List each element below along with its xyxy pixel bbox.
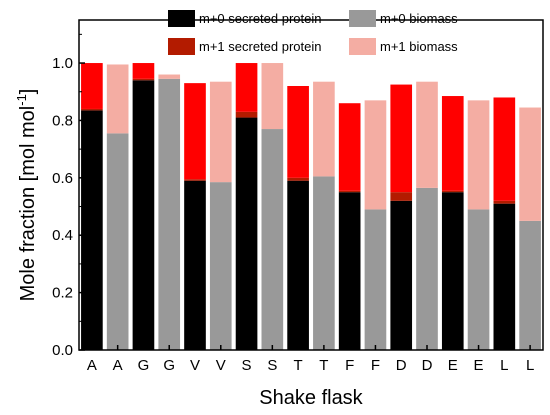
bar-segment: [287, 177, 309, 181]
bar-segment: [441, 190, 464, 193]
bar-segment: [132, 80, 155, 351]
bar-segment: [313, 176, 335, 350]
legend-label: m+1 biomass: [380, 39, 458, 54]
bar-segment: [390, 200, 413, 350]
bar-segment: [390, 192, 413, 201]
legend-swatch: [349, 38, 376, 55]
bar-segment: [493, 200, 516, 204]
bar-segment: [416, 81, 438, 188]
x-tick-label: T: [319, 357, 328, 374]
bar-segment: [184, 179, 206, 181]
y-axis: 0.0 0.2 0.4 0.6 0.8 1.0: [52, 33, 85, 359]
x-tick-label: V: [190, 357, 200, 374]
bar-segment: [235, 117, 258, 350]
bar-segment: [158, 74, 181, 79]
bar-segment: [287, 180, 309, 350]
bar-segment: [441, 96, 464, 191]
x-tick-label: A: [113, 357, 123, 374]
bar-segment: [184, 180, 206, 350]
bar-segment: [364, 100, 387, 210]
y-tick-label: 0.4: [52, 227, 73, 244]
x-axis-title: Shake flask: [259, 387, 363, 409]
legend-label: m+0 biomass: [380, 11, 458, 26]
legend-label: m+1 secreted protein: [199, 39, 321, 54]
legend-swatch: [168, 38, 195, 55]
x-tick-label: D: [396, 357, 407, 374]
x-tick-label: F: [345, 357, 354, 374]
bar-segment: [287, 86, 309, 178]
bar-segment: [184, 83, 206, 180]
bar-segment: [106, 133, 129, 350]
bar-segment: [467, 209, 490, 350]
bar-segment: [106, 64, 129, 134]
plot-frame: [78, 19, 544, 351]
y-tick-label: 0.2: [52, 285, 73, 302]
bar-group: [81, 63, 541, 351]
bar-segment: [338, 192, 361, 350]
legend: m+0 secreted protein m+0 biomass m+1 secre…: [168, 10, 458, 55]
y-tick-label: 0.0: [52, 342, 73, 359]
legend-label: m+0 secreted protein: [199, 11, 321, 26]
x-tick-label: G: [138, 357, 150, 374]
x-tick-label: E: [448, 357, 458, 374]
bar-segment: [493, 203, 516, 350]
y-axis-title: Mole fraction [mol mol-1]: [14, 89, 39, 302]
x-tick-label: V: [216, 357, 226, 374]
bar-segment: [313, 81, 335, 177]
x-tick-label: F: [371, 357, 380, 374]
bar-segment: [390, 84, 413, 193]
x-tick-label: T: [294, 357, 303, 374]
bar-segment: [338, 190, 361, 193]
bar-segment: [235, 111, 258, 118]
bar-segment: [338, 103, 361, 191]
y-tick-label: 1.0: [52, 55, 73, 72]
legend-swatch: [168, 10, 195, 27]
bar-segment: [261, 63, 284, 130]
x-tick-label: D: [422, 357, 433, 374]
x-tick-label: L: [500, 357, 508, 374]
bar-segment: [132, 78, 155, 81]
x-tick-label: E: [474, 357, 484, 374]
bar-segment: [493, 97, 516, 201]
bar-segment: [81, 110, 103, 351]
x-tick-label: A: [87, 357, 97, 374]
y-tick-label: 0.8: [52, 112, 73, 129]
x-tick-label: G: [163, 357, 175, 374]
bar-segment: [132, 63, 155, 79]
bar-segment: [209, 182, 232, 350]
bar-segment: [209, 81, 232, 183]
bar-segment: [519, 220, 541, 350]
bar-segment: [519, 107, 541, 221]
x-tick-label: L: [526, 357, 534, 374]
bar-segment: [158, 78, 181, 351]
x-tick-label: S: [242, 357, 252, 374]
legend-swatch: [349, 10, 376, 27]
y-tick-label: 0.6: [52, 170, 73, 187]
bar-segment: [261, 129, 284, 350]
bar-segment: [235, 63, 258, 112]
bar-segment: [441, 192, 464, 350]
bar-segment: [81, 63, 103, 109]
bar-segment: [416, 187, 438, 350]
bar-segment: [364, 209, 387, 350]
bar-segment: [467, 100, 490, 210]
x-tick-label: S: [267, 357, 277, 374]
bar-segment: [81, 108, 103, 111]
